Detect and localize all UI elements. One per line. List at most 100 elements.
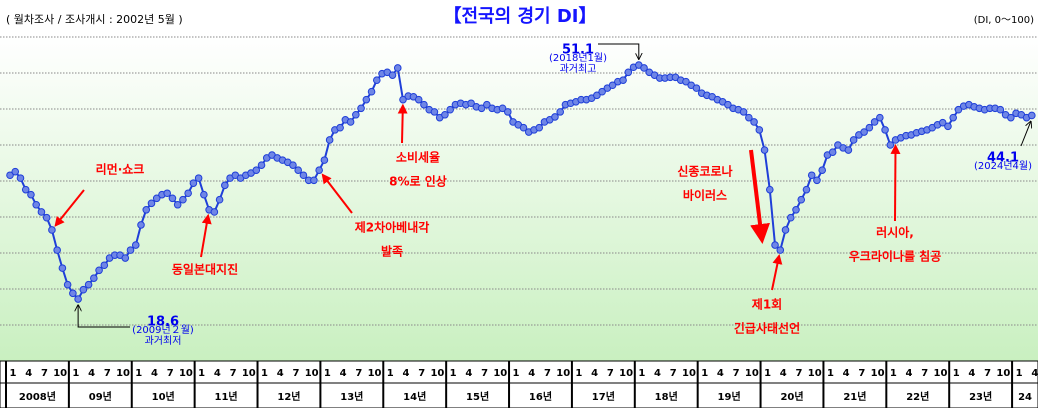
data-point — [739, 108, 748, 116]
data-point — [498, 104, 507, 113]
data-point — [876, 113, 884, 122]
data-point — [221, 181, 229, 190]
x-tick-label: 7 — [858, 368, 865, 379]
x-tick-label: 7 — [481, 368, 488, 379]
data-point — [483, 100, 491, 109]
event-label: 바이러스 — [683, 188, 727, 203]
data-point — [750, 118, 758, 126]
data-point — [886, 141, 895, 149]
year-label: 18년 — [655, 390, 678, 403]
year-label: 15년 — [466, 390, 489, 403]
data-point — [352, 110, 360, 119]
x-tick-label: 1 — [513, 368, 520, 379]
data-point — [69, 289, 77, 298]
x-tick-label: 4 — [528, 368, 535, 379]
data-point — [95, 266, 103, 275]
data-point — [598, 87, 606, 96]
data-point — [173, 200, 182, 209]
x-tick-label: 4 — [88, 368, 95, 379]
data-point — [32, 200, 41, 209]
data-point — [325, 136, 334, 144]
x-tick-label: 10 — [242, 368, 256, 379]
x-tick-label: 4 — [717, 368, 724, 379]
x-tick-label: 7 — [544, 368, 551, 379]
data-point — [189, 179, 198, 187]
x-tick-label: 10 — [745, 368, 759, 379]
data-point — [373, 76, 381, 84]
x-tick-label: 10 — [179, 368, 193, 379]
x-tick-label: 1 — [387, 368, 394, 379]
x-tick-label: 10 — [556, 368, 570, 379]
x-tick-label: 4 — [151, 368, 158, 379]
data-point — [399, 95, 407, 104]
year-label: 17년 — [592, 390, 615, 403]
data-point — [446, 105, 454, 114]
record-label: (2018년1월) — [549, 52, 607, 64]
x-tick-label: 7 — [607, 368, 614, 379]
data-point — [393, 64, 402, 72]
event-label: 신종코로나 — [677, 164, 732, 179]
data-point — [152, 194, 161, 203]
data-point — [11, 167, 20, 176]
x-tick-label: 4 — [843, 368, 850, 379]
record-label: (2024년4월) — [974, 160, 1032, 172]
x-tick-label: 4 — [403, 368, 410, 379]
data-point — [619, 76, 627, 84]
annotation-arrow — [749, 149, 770, 244]
data-point — [781, 226, 790, 234]
x-tick-label: 10 — [996, 368, 1010, 379]
data-point — [53, 246, 61, 254]
record-connector — [78, 305, 130, 328]
x-tick-label: 10 — [116, 368, 130, 379]
year-label: 22년 — [906, 390, 929, 403]
data-point — [168, 194, 177, 203]
data-point — [210, 208, 219, 216]
x-tick-label: 4 — [780, 368, 787, 379]
data-point — [938, 118, 947, 127]
data-point — [257, 161, 266, 169]
data-point — [121, 254, 130, 262]
data-point — [797, 195, 806, 204]
event-label: 제2차아베내각 — [355, 220, 430, 235]
data-point — [58, 264, 67, 272]
data-point — [215, 195, 224, 204]
data-point — [414, 95, 423, 104]
x-tick-label: 4 — [340, 368, 347, 379]
x-tick-label: 4 — [277, 368, 284, 379]
data-point — [519, 123, 528, 132]
annotation-arrow — [200, 213, 212, 258]
x-tick-label: 7 — [292, 368, 299, 379]
data-point — [771, 241, 779, 249]
data-point — [289, 161, 297, 169]
data-point — [477, 104, 486, 113]
x-tick-label: 7 — [41, 368, 48, 379]
data-point — [430, 108, 439, 116]
data-point — [194, 174, 203, 182]
unit-note: (DI, 0～100) — [974, 15, 1034, 26]
data-point — [792, 206, 800, 214]
x-tick-label: 1 — [890, 368, 897, 379]
data-point — [84, 280, 93, 289]
data-point — [6, 171, 14, 180]
year-label: 14년 — [403, 390, 426, 403]
x-tick-label: 7 — [167, 368, 174, 379]
data-point — [949, 113, 958, 122]
year-label: 13년 — [340, 390, 363, 403]
data-point — [367, 87, 376, 96]
data-point — [336, 123, 344, 132]
data-point — [996, 105, 1005, 114]
data-point — [27, 190, 35, 199]
year-label: 10년 — [152, 390, 175, 403]
event-label: 러시아, — [876, 225, 914, 240]
data-point — [63, 280, 72, 289]
data-point — [362, 95, 371, 104]
data-point — [441, 110, 449, 119]
annotation-arrow — [890, 143, 901, 222]
year-label: 11년 — [215, 390, 238, 403]
data-point — [724, 100, 732, 109]
data-point — [310, 176, 318, 185]
x-tick-label: 4 — [591, 368, 598, 379]
x-tick-label: 7 — [418, 368, 425, 379]
x-tick-label: 7 — [670, 368, 677, 379]
data-point — [420, 100, 428, 109]
